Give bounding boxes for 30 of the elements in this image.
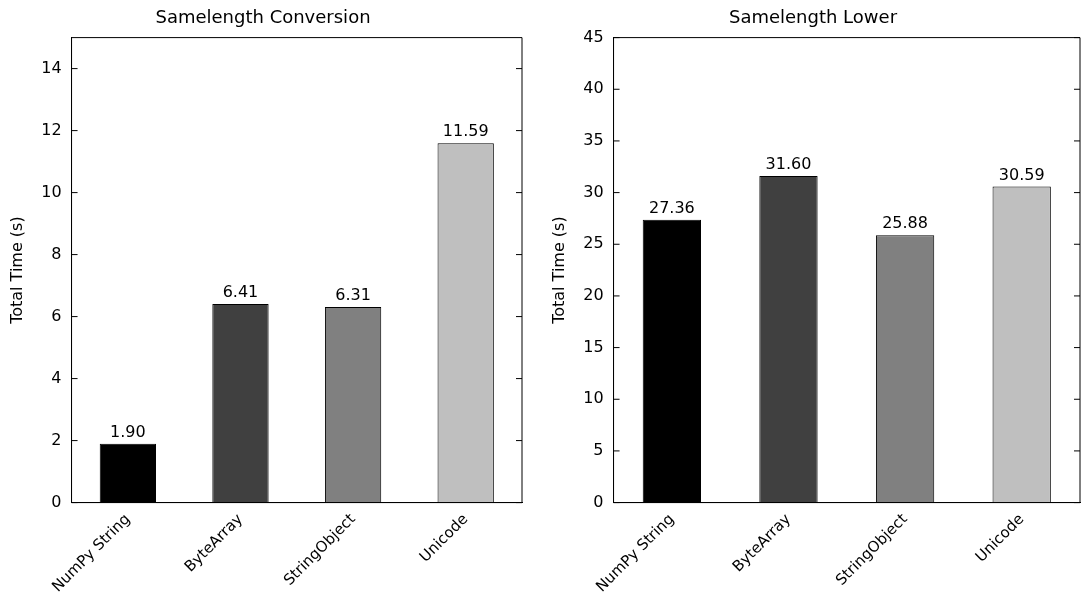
data-label: 6.41 xyxy=(222,282,259,302)
y-tick-label: 4 xyxy=(51,367,62,387)
y-tick-label: 6 xyxy=(51,305,62,325)
y-tick-label: 8 xyxy=(51,243,62,263)
data-label: 11.59 xyxy=(442,121,489,141)
y-axis-title: Total Time (s) xyxy=(6,216,26,325)
y-tick-label: 20 xyxy=(583,285,604,305)
data-label: 1.90 xyxy=(110,421,146,441)
y-tick-label: 2 xyxy=(51,429,62,449)
y-tick-label: 12 xyxy=(41,119,62,139)
y-tick-label: 30 xyxy=(583,181,604,201)
chart-title: Samelength Conversion xyxy=(155,6,371,28)
data-label: 27.36 xyxy=(648,198,695,218)
y-axis-title: Total Time (s) xyxy=(548,216,568,325)
data-label: 31.60 xyxy=(765,154,812,174)
y-tick-label: 10 xyxy=(41,181,62,201)
y-tick-label: 5 xyxy=(593,440,604,460)
y-tick-label: 35 xyxy=(583,130,604,150)
y-tick-label: 0 xyxy=(51,491,62,511)
y-tick-label: 0 xyxy=(593,491,604,511)
y-tick-label: 25 xyxy=(583,233,604,253)
y-tick-label: 40 xyxy=(583,78,604,98)
y-tick-label: 14 xyxy=(41,57,62,77)
y-tick-label: 45 xyxy=(583,26,604,46)
chart-title: Samelength Lower xyxy=(728,6,898,28)
data-label: 30.59 xyxy=(998,164,1045,184)
y-tick-label: 10 xyxy=(583,388,604,408)
y-tick-label: 15 xyxy=(583,336,604,356)
data-label: 25.88 xyxy=(882,213,928,233)
data-label: 6.31 xyxy=(335,285,371,305)
